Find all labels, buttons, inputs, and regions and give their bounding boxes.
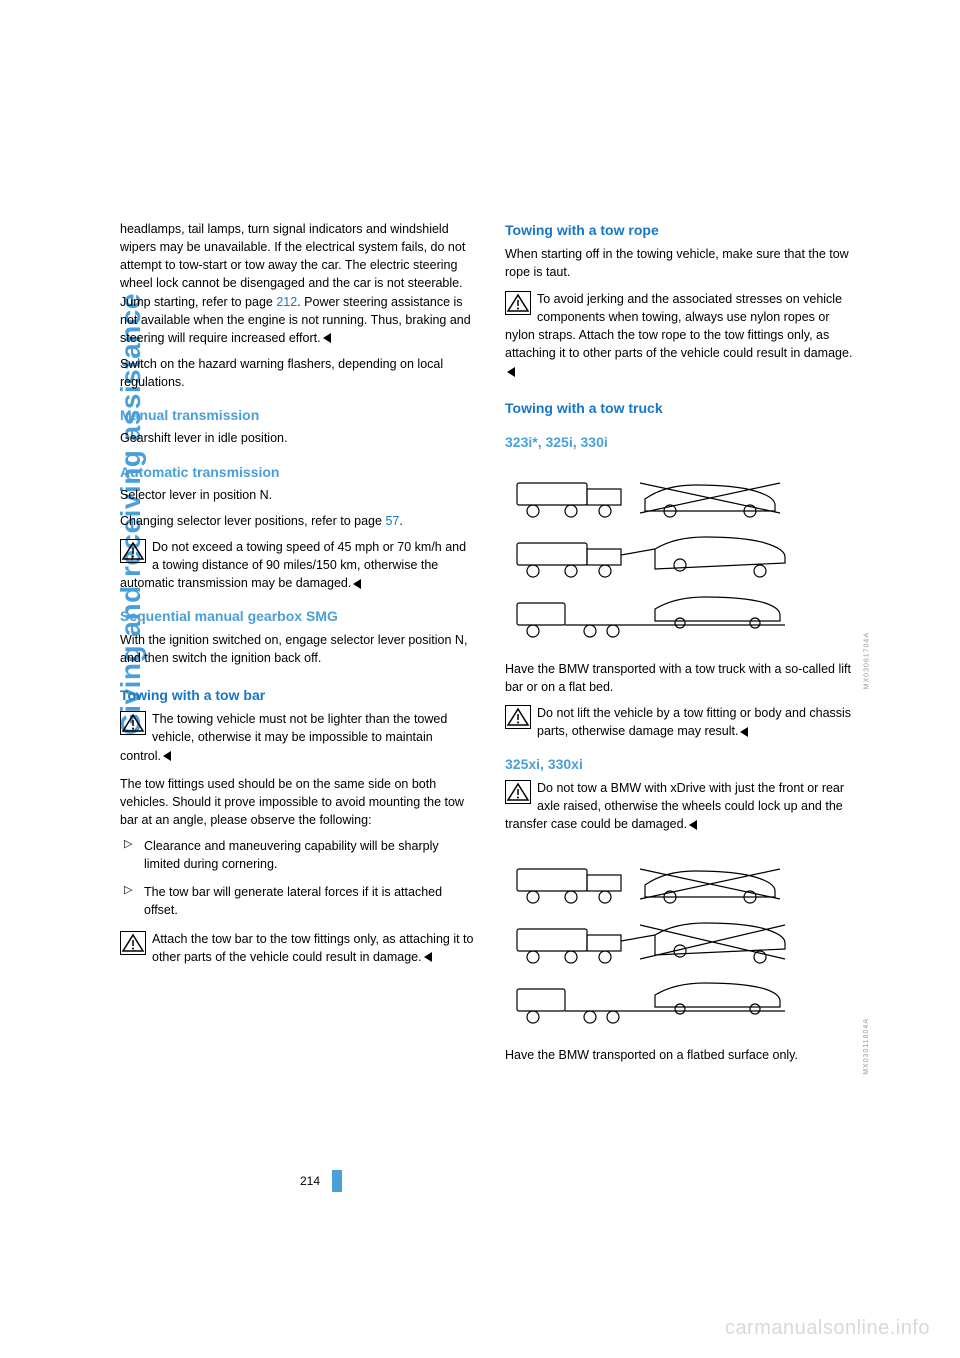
end-marker-icon: [689, 820, 697, 830]
towrope-heading: Towing with a tow rope: [505, 220, 860, 240]
end-marker-icon: [740, 727, 748, 737]
xi-paragraph: Have the BMW transported on a flatbed su…: [505, 1046, 860, 1064]
end-marker-icon: [163, 751, 171, 761]
towrope-warning: To avoid jerking and the associated stre…: [505, 290, 860, 381]
auto-paragraph-1: Selector lever in position N.: [120, 486, 475, 504]
towbar-heading: Towing with a tow bar: [120, 685, 475, 705]
left-column: headlamps, tail lamps, turn signal indic…: [120, 220, 475, 1072]
page-marker-icon: [332, 1170, 342, 1192]
xi-warning: Do not tow a BMW with xDrive with just t…: [505, 779, 860, 833]
end-marker-icon: [323, 333, 331, 343]
towbar-warning-1: The towing vehicle must not be lighter t…: [120, 710, 475, 764]
manual-transmission-heading: Manual transmission: [120, 405, 475, 425]
auto-text-2b: .: [399, 514, 402, 528]
end-marker-icon: [353, 579, 361, 589]
truck-paragraph: Have the BMW transported with a tow truc…: [505, 660, 860, 696]
smg-paragraph: With the ignition switched on, engage se…: [120, 631, 475, 667]
page-link-212[interactable]: 212: [276, 295, 297, 309]
smg-heading: Sequential manual gearbox SMG: [120, 606, 475, 626]
page-link-57[interactable]: 57: [385, 514, 399, 528]
towing-figure-2: [505, 851, 860, 1031]
towtruck-heading: Towing with a tow truck: [505, 398, 860, 418]
sub-heading-2: 325xi, 330xi: [505, 754, 860, 774]
towbar-paragraph: The tow fittings used should be on the s…: [120, 775, 475, 829]
warning-icon: [120, 711, 146, 735]
towrope-paragraph: When starting off in the towing vehicle,…: [505, 245, 860, 281]
columns: headlamps, tail lamps, turn signal indic…: [120, 220, 860, 1072]
auto-paragraph-2: Changing selector lever positions, refer…: [120, 512, 475, 530]
towing-figure-1: [505, 465, 860, 645]
warning-icon: [120, 931, 146, 955]
towbar-bullet-list: Clearance and maneuvering capability wil…: [120, 837, 475, 920]
right-column: Towing with a tow rope When starting off…: [505, 220, 860, 1072]
switch-paragraph: Switch on the hazard warning flashers, d…: [120, 355, 475, 391]
page-number-block: 214: [300, 1170, 342, 1192]
towrope-warn-text: To avoid jerking and the associated stre…: [505, 292, 852, 360]
page-number: 214: [300, 1174, 320, 1188]
end-marker-icon: [424, 952, 432, 962]
warning-icon: [505, 780, 531, 804]
list-item: Clearance and maneuvering capability wil…: [120, 837, 475, 873]
end-marker-icon: [507, 367, 515, 377]
warning-icon: [120, 539, 146, 563]
figure-code-1: MX03061704A: [862, 632, 872, 689]
truck-warning: Do not lift the vehicle by a tow fitting…: [505, 704, 860, 740]
automatic-transmission-heading: Automatic transmission: [120, 462, 475, 482]
towbar-warning-2: Attach the tow bar to the tow fittings o…: [120, 930, 475, 966]
figure-code-2: MX03011804A: [862, 1018, 872, 1075]
warning-icon: [505, 291, 531, 315]
page-content: headlamps, tail lamps, turn signal indic…: [120, 220, 860, 1072]
auto-warning-block: Do not exceed a towing speed of 45 mph o…: [120, 538, 475, 592]
sub-heading-1: 323i*, 325i, 330i: [505, 432, 860, 452]
xi-warn-text: Do not tow a BMW with xDrive with just t…: [505, 781, 844, 831]
truck-warn-text: Do not lift the vehicle by a tow fitting…: [537, 706, 851, 738]
watermark: carmanualsonline.info: [725, 1317, 930, 1340]
warning-icon: [505, 705, 531, 729]
intro-paragraph: headlamps, tail lamps, turn signal indic…: [120, 220, 475, 347]
list-item: The tow bar will generate lateral forces…: [120, 883, 475, 919]
manual-paragraph: Gearshift lever in idle position.: [120, 429, 475, 447]
auto-text-2a: Changing selector lever positions, refer…: [120, 514, 385, 528]
auto-warning-text: Do not exceed a towing speed of 45 mph o…: [120, 540, 466, 590]
